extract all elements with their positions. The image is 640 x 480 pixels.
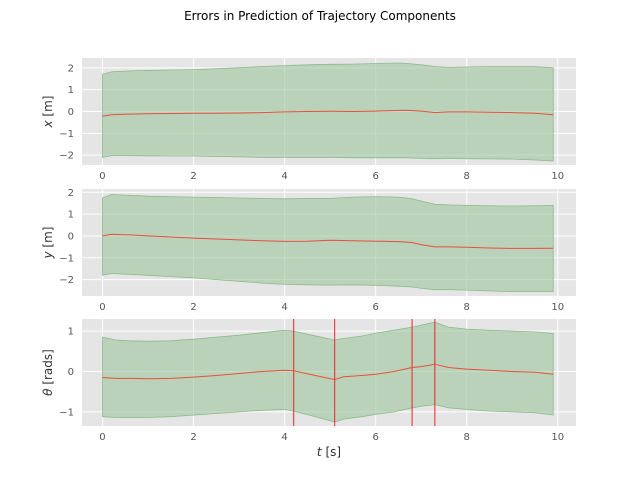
x-tick-label: 2 xyxy=(190,171,196,182)
error-band xyxy=(102,62,554,162)
x-tick-label: 2 xyxy=(190,302,196,313)
y-axis-unit: [m] xyxy=(41,227,55,252)
x-axis-label: t [s] xyxy=(317,445,341,459)
x-tick-label: 0 xyxy=(99,432,105,443)
y-axis-label: y [m] xyxy=(41,227,55,260)
x-tick-label: 0 xyxy=(99,171,105,182)
y-axis-unit: [m] xyxy=(41,96,55,121)
x-axis-variable: t xyxy=(317,445,323,459)
y-axis-variable: x xyxy=(41,119,55,128)
x-tick-label: 6 xyxy=(372,302,378,313)
chart-title: Errors in Prediction of Trajectory Compo… xyxy=(184,9,456,23)
panel-1: 0 2 4 6 8 10 −2 −1 0 1 2 y [m] xyxy=(41,188,576,313)
x-tick-label: 6 xyxy=(372,432,378,443)
mean-error-line xyxy=(102,109,554,117)
y-tick-label: 2 xyxy=(68,188,74,199)
y-tick-label: 0 xyxy=(68,231,74,242)
x-tick-label: 10 xyxy=(551,171,564,182)
panel-2: 0 2 4 6 8 10 −1 0 1 θ [rads] t [s] xyxy=(41,319,576,459)
y-tick-label: 0 xyxy=(68,107,74,118)
x-tick-label: 10 xyxy=(551,432,564,443)
y-axis-variable: θ xyxy=(41,388,55,396)
x-tick-label: 4 xyxy=(281,432,287,443)
error-band xyxy=(102,321,554,423)
y-tick-label: 1 xyxy=(68,85,74,96)
y-tick-label: 1 xyxy=(68,327,74,338)
y-tick-label: −2 xyxy=(59,151,74,162)
y-axis-label: θ [rads] xyxy=(41,349,55,396)
mean-error-line xyxy=(102,233,554,249)
x-tick-label: 8 xyxy=(464,432,470,443)
x-tick-label: 8 xyxy=(464,171,470,182)
y-axis-unit: [rads] xyxy=(41,349,55,388)
y-tick-label: −2 xyxy=(59,275,74,286)
y-tick-label: 1 xyxy=(68,210,74,221)
y-tick-label: 0 xyxy=(68,367,74,378)
y-axis-variable: y xyxy=(41,250,55,259)
x-tick-label: 4 xyxy=(281,171,287,182)
y-axis-label: x [m] xyxy=(41,96,55,129)
y-tick-label: −1 xyxy=(59,407,74,418)
x-tick-label: 0 xyxy=(99,302,105,313)
x-tick-label: 2 xyxy=(190,432,196,443)
mean-error-line xyxy=(102,363,554,381)
x-axis-unit: [s] xyxy=(322,445,341,459)
x-tick-label: 8 xyxy=(464,302,470,313)
x-tick-label: 6 xyxy=(372,171,378,182)
x-tick-label: 4 xyxy=(281,302,287,313)
error-band xyxy=(102,194,554,292)
x-tick-label: 10 xyxy=(551,302,564,313)
y-tick-label: −1 xyxy=(59,253,74,264)
y-tick-label: −1 xyxy=(59,129,74,140)
y-tick-label: 2 xyxy=(68,63,74,74)
panel-0: 0 2 4 6 8 10 −2 −1 0 1 2 x [m] xyxy=(41,58,576,182)
